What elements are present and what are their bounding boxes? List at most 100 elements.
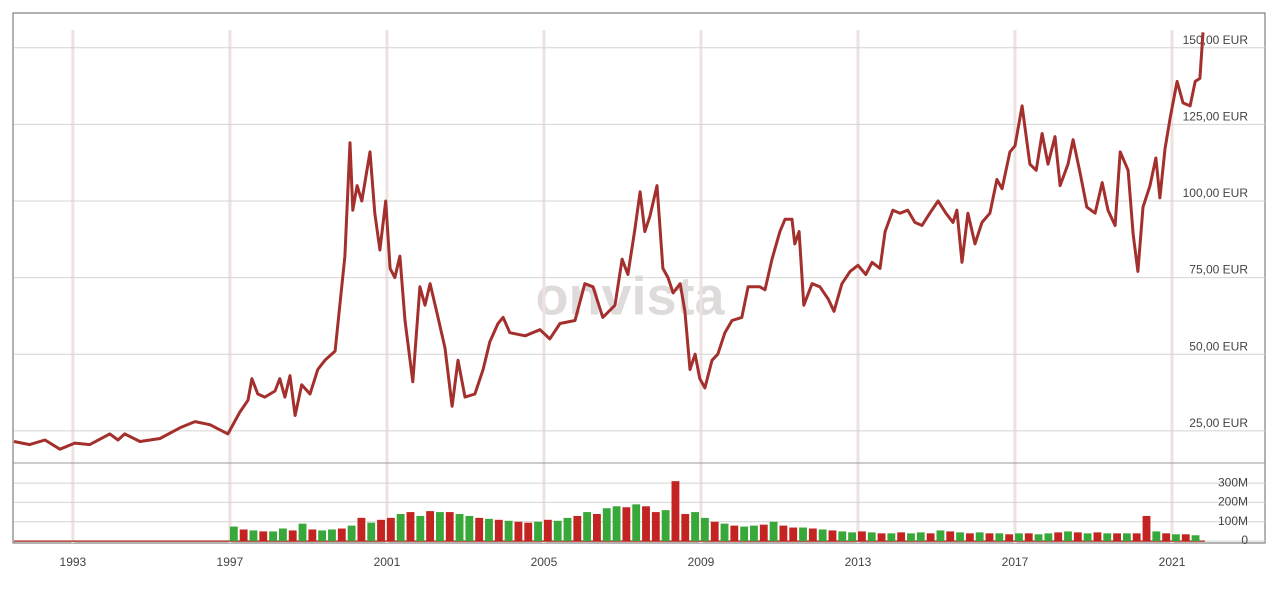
volume-bar xyxy=(700,517,709,542)
y-tick-label: 125,00 EUR xyxy=(1183,110,1249,124)
x-tick-label: 1993 xyxy=(60,555,87,569)
volume-bar xyxy=(956,532,964,542)
x-tick-label: 2001 xyxy=(374,555,401,569)
volume-bar xyxy=(916,532,925,542)
volume-bar xyxy=(377,519,385,542)
volume-bar xyxy=(543,519,552,542)
volume-bar xyxy=(318,530,327,542)
volume-bar xyxy=(229,526,238,542)
volume-bar xyxy=(622,507,631,542)
volume-bar xyxy=(1073,532,1082,542)
volume-bar xyxy=(720,523,729,542)
volume-bar xyxy=(799,527,807,542)
volume-bar xyxy=(1142,515,1151,542)
volume-bar xyxy=(769,521,778,542)
y-tick-label: 150,00 EUR xyxy=(1183,33,1249,47)
volume-bar xyxy=(995,533,1004,542)
y-tick-label: 100,00 EUR xyxy=(1183,186,1249,200)
x-tick-label: 2005 xyxy=(531,555,558,569)
volume-bar xyxy=(808,528,817,542)
volume-bar xyxy=(750,525,758,542)
price-line xyxy=(13,32,1205,451)
volume-bar xyxy=(249,530,258,542)
volume-bar xyxy=(1122,533,1131,542)
volume-bar xyxy=(396,514,405,542)
volume-bar xyxy=(985,533,994,542)
volume-bar xyxy=(504,520,513,542)
volume-bar xyxy=(386,517,395,542)
x-tick-label: 2009 xyxy=(688,555,715,569)
volume-bar xyxy=(661,510,670,542)
volume-bar xyxy=(877,533,886,542)
volume-bar xyxy=(1054,532,1063,542)
volume-bar xyxy=(671,481,680,542)
volume-bar xyxy=(406,512,415,542)
volume-bar xyxy=(239,529,248,542)
volume-bar xyxy=(1024,533,1033,542)
volume-bar xyxy=(553,520,562,542)
volume-bar xyxy=(887,533,896,542)
volume-bar xyxy=(642,506,650,542)
volume-bar xyxy=(269,531,278,542)
volume-bar xyxy=(514,521,523,542)
volume-bar xyxy=(288,530,297,542)
volume-bar xyxy=(857,531,866,542)
volume-bar xyxy=(632,504,641,542)
x-tick-label: 2017 xyxy=(1002,555,1029,569)
volume-bar xyxy=(730,525,739,542)
y-tick-label: 200M xyxy=(1218,495,1248,509)
y-tick-label: 50,00 EUR xyxy=(1189,339,1248,353)
volume-bar xyxy=(1113,533,1121,542)
volume-bar xyxy=(435,512,444,542)
volume-bar xyxy=(328,529,336,542)
y-tick-label: 25,00 EUR xyxy=(1189,416,1248,430)
volume-bar xyxy=(1103,533,1112,542)
volume-bar xyxy=(494,519,503,542)
volume-bar xyxy=(975,532,984,542)
volume-bar xyxy=(1191,535,1200,542)
volume-bar xyxy=(691,512,700,542)
volume-bar xyxy=(534,521,542,542)
volume-bar xyxy=(965,533,974,542)
volume-bar xyxy=(681,514,690,542)
y-tick-label: 75,00 EUR xyxy=(1189,263,1248,277)
x-tick-label: 2021 xyxy=(1159,555,1186,569)
volume-bar xyxy=(1044,533,1053,542)
volume-bar xyxy=(1015,533,1023,542)
volume-bar xyxy=(563,517,572,542)
volume-bar xyxy=(367,522,376,542)
volume-bar xyxy=(278,528,287,542)
volume-bar xyxy=(1172,534,1180,542)
volume-bar xyxy=(838,531,847,542)
y-tick-label: 300M xyxy=(1218,475,1248,489)
x-tick-label: 2013 xyxy=(845,555,872,569)
volume-bar xyxy=(867,532,876,542)
volume-bar xyxy=(1162,533,1171,542)
volume-bar xyxy=(946,531,955,542)
volume-bar xyxy=(347,525,356,542)
volume-bar xyxy=(779,525,788,542)
volume-bar xyxy=(308,529,317,542)
volume-bar xyxy=(926,533,935,542)
volume-bar xyxy=(602,508,611,542)
volume-bar xyxy=(426,511,435,542)
volume-bar xyxy=(1132,533,1141,542)
volume-bar xyxy=(583,512,592,542)
volume-bar xyxy=(298,523,307,542)
volume-bar xyxy=(759,524,768,542)
volume-bar xyxy=(612,506,621,542)
volume-bar xyxy=(651,512,660,542)
volume-bar xyxy=(828,530,837,542)
volume-bar xyxy=(455,514,464,542)
volume-bar xyxy=(1005,534,1014,542)
volume-bar xyxy=(1152,531,1161,542)
volume-bar xyxy=(593,514,601,542)
volume-bar xyxy=(445,512,454,542)
volume-bar xyxy=(337,528,346,542)
volume-bar xyxy=(848,532,857,542)
volume-bar xyxy=(475,517,484,542)
volume-bar xyxy=(524,522,533,542)
volume-bar xyxy=(740,526,749,542)
